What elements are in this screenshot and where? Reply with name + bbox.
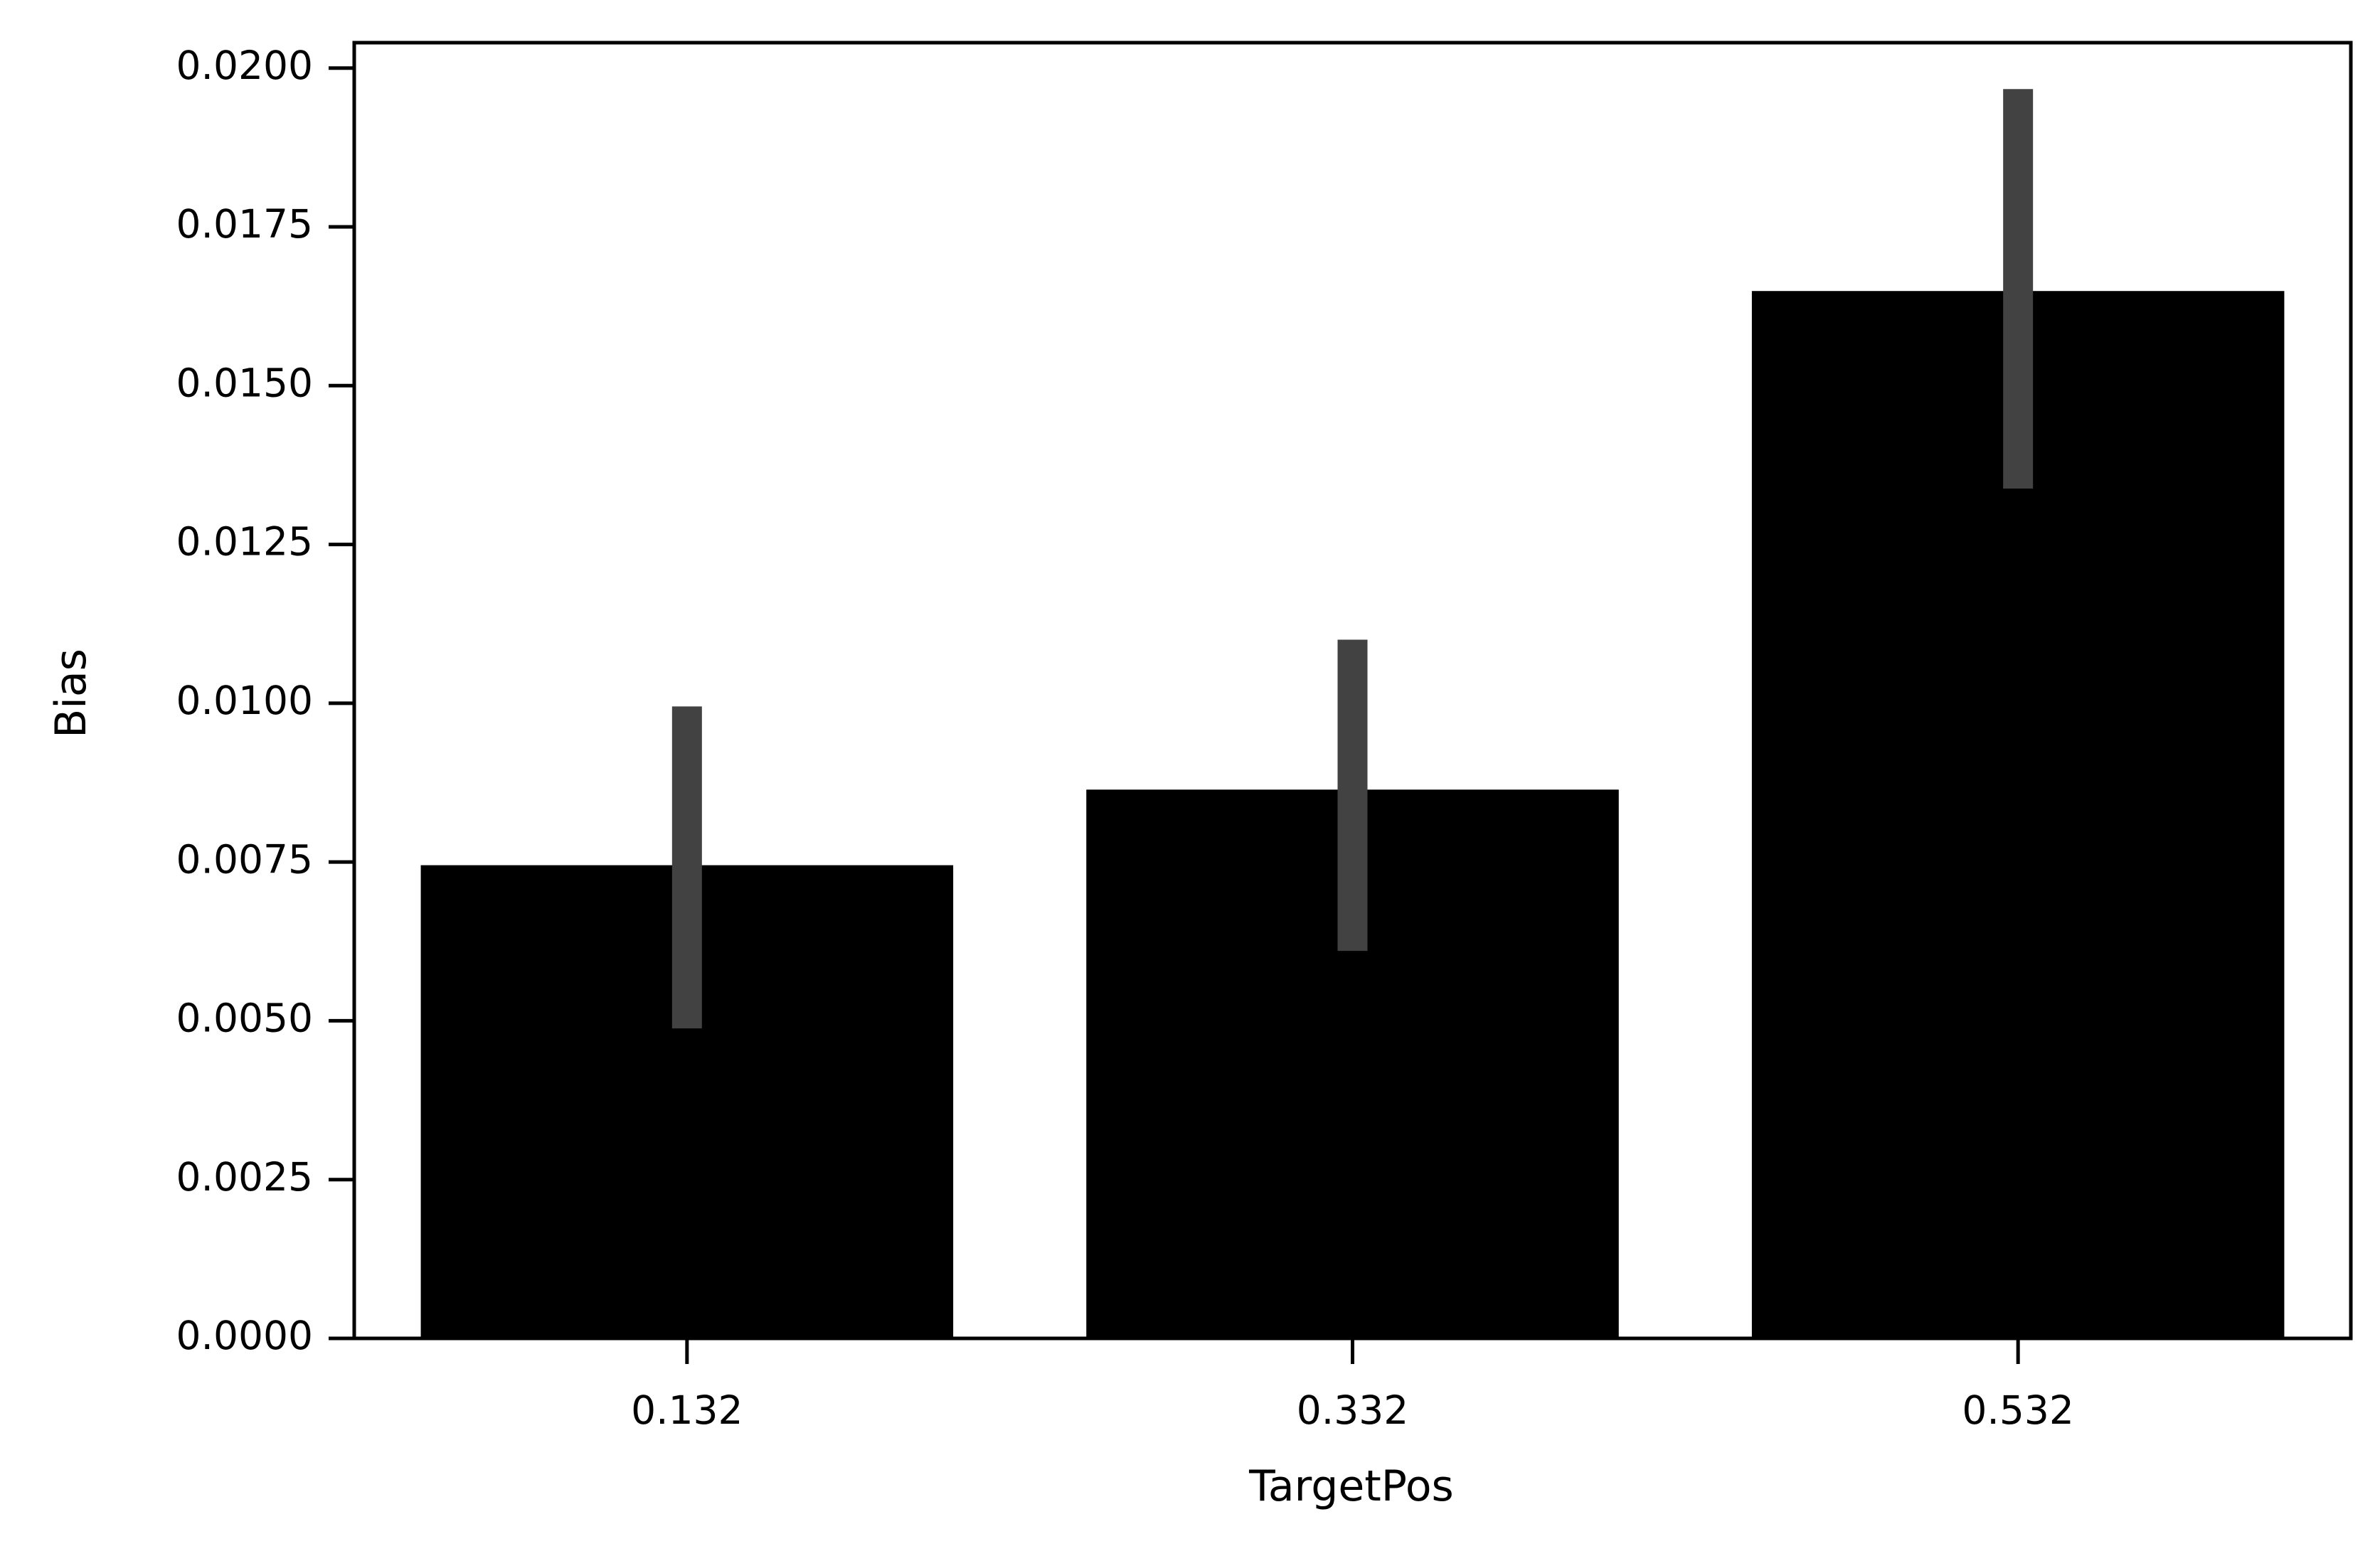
y-axis-label: Bias bbox=[46, 649, 96, 738]
x-tick-label-0: 0.132 bbox=[631, 1387, 743, 1433]
x-tick-label-2: 0.532 bbox=[1962, 1387, 2073, 1433]
y-tick-label-6: 0.0150 bbox=[176, 360, 313, 405]
y-tick-label-3: 0.0075 bbox=[176, 836, 313, 882]
y-tick-label-4: 0.0100 bbox=[176, 678, 313, 723]
y-tick-label-7: 0.0175 bbox=[176, 201, 313, 247]
y-tick-label-0: 0.0000 bbox=[176, 1313, 313, 1358]
y-tick-label-5: 0.0125 bbox=[176, 519, 313, 565]
y-tick-label-1: 0.0025 bbox=[176, 1154, 313, 1200]
x-tick-label-1: 0.332 bbox=[1297, 1387, 1408, 1433]
ticks-layer: 0.0000 0.0025 0.0050 0.0075 0.0100 0.0125 0.01… bbox=[176, 43, 2074, 1433]
x-axis-label: TargetPos bbox=[1248, 1461, 1454, 1511]
y-tick-label-8: 0.0200 bbox=[176, 43, 313, 88]
y-tick-label-2: 0.0050 bbox=[176, 996, 313, 1041]
error-bars-layer bbox=[671, 89, 2034, 1029]
